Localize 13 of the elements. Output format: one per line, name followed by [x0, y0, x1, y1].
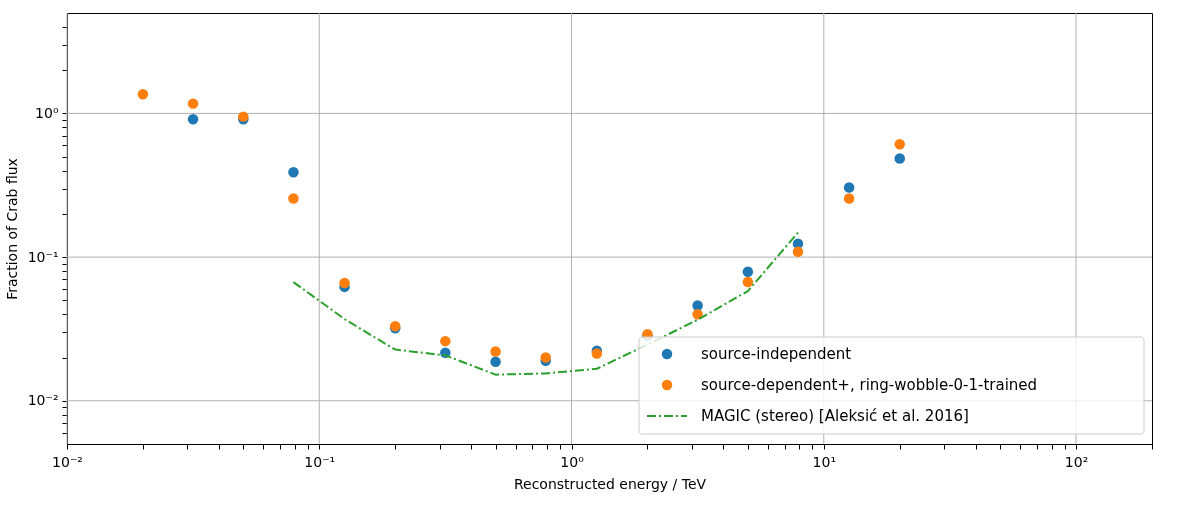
legend-label: source-independent — [701, 345, 852, 363]
x-tick-label: 10⁻¹ — [304, 453, 336, 470]
x-axis-title: Reconstructed energy / TeV — [513, 475, 707, 492]
x-tick-label: 10¹ — [812, 453, 837, 470]
y-tick-label: 10⁻² — [27, 392, 59, 409]
x-tick-label: 10⁰ — [560, 453, 585, 470]
y-axis-title: Fraction of Crab flux — [3, 158, 20, 300]
y-tick-label: 10⁻¹ — [27, 248, 59, 265]
legend-label: MAGIC (stereo) [Aleksić et al. 2016] — [701, 407, 969, 425]
legend-label: source-dependent+, ring-wobble-0-1-trained — [701, 376, 1038, 394]
x-tick-label: 10⁻² — [52, 453, 83, 470]
y-tick-label: 10⁰ — [35, 104, 59, 121]
x-tick-label: 10² — [1064, 453, 1089, 470]
